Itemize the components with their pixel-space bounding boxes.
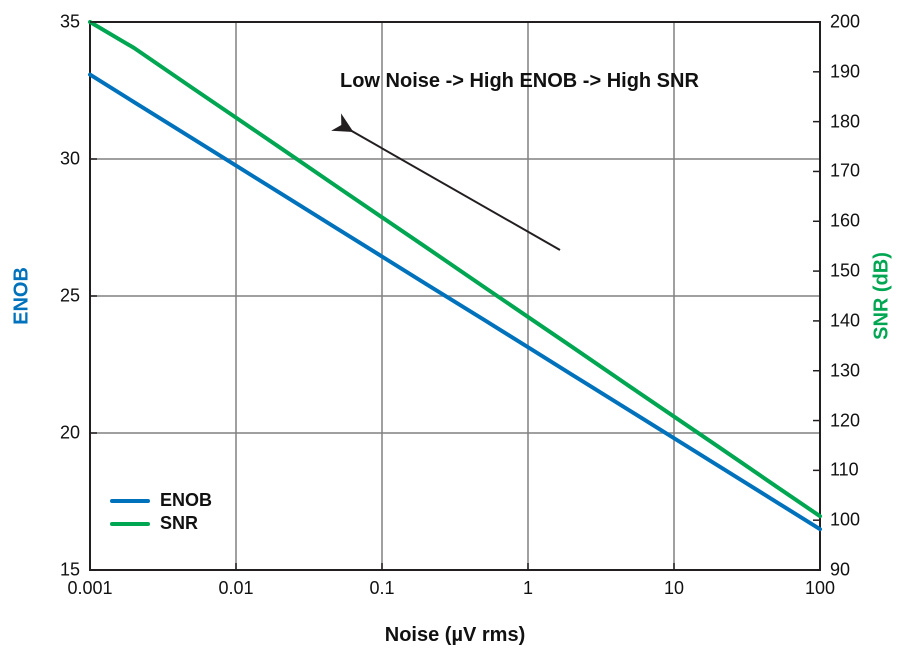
y-right-tick-label: 150 <box>830 261 860 282</box>
legend-item-snr: SNR <box>110 513 212 534</box>
y-right-tick-label: 160 <box>830 211 860 232</box>
y-right-tick-label: 200 <box>830 12 860 33</box>
chart-container: ENOB SNR (dB) Noise (µV rms) ENOBSNR Low… <box>0 0 900 653</box>
y-left-axis-title: ENOB <box>11 267 34 325</box>
legend-item-enob: ENOB <box>110 490 212 511</box>
legend-label: ENOB <box>160 490 212 511</box>
y-left-tick-label: 30 <box>60 149 80 170</box>
y-left-tick-label: 20 <box>60 423 80 444</box>
annotation-text: Low Noise -> High ENOB -> High SNR <box>340 70 699 93</box>
legend-label: SNR <box>160 513 198 534</box>
legend-swatch <box>110 522 150 526</box>
y-left-tick-label: 35 <box>60 12 80 33</box>
x-tick-label: 100 <box>805 578 835 599</box>
y-right-tick-label: 90 <box>830 560 850 581</box>
x-tick-label: 1 <box>523 578 533 599</box>
y-left-tick-label: 15 <box>60 560 80 581</box>
legend-swatch <box>110 499 150 503</box>
y-right-tick-label: 190 <box>830 61 860 82</box>
y-right-tick-label: 180 <box>830 111 860 132</box>
y-right-tick-label: 120 <box>830 410 860 431</box>
chart-svg <box>0 0 900 653</box>
y-right-axis-title: SNR (dB) <box>871 252 894 340</box>
x-tick-label: 0.001 <box>67 578 112 599</box>
y-right-tick-label: 100 <box>830 510 860 531</box>
x-tick-label: 10 <box>664 578 684 599</box>
x-axis-title: Noise (µV rms) <box>385 624 525 647</box>
y-right-tick-label: 140 <box>830 310 860 331</box>
legend: ENOBSNR <box>110 488 212 536</box>
x-tick-label: 0.01 <box>218 578 253 599</box>
y-right-tick-label: 110 <box>830 460 859 481</box>
y-left-tick-label: 25 <box>60 286 80 307</box>
y-right-tick-label: 170 <box>830 161 860 182</box>
x-tick-label: 0.1 <box>369 578 394 599</box>
y-right-tick-label: 130 <box>830 360 860 381</box>
